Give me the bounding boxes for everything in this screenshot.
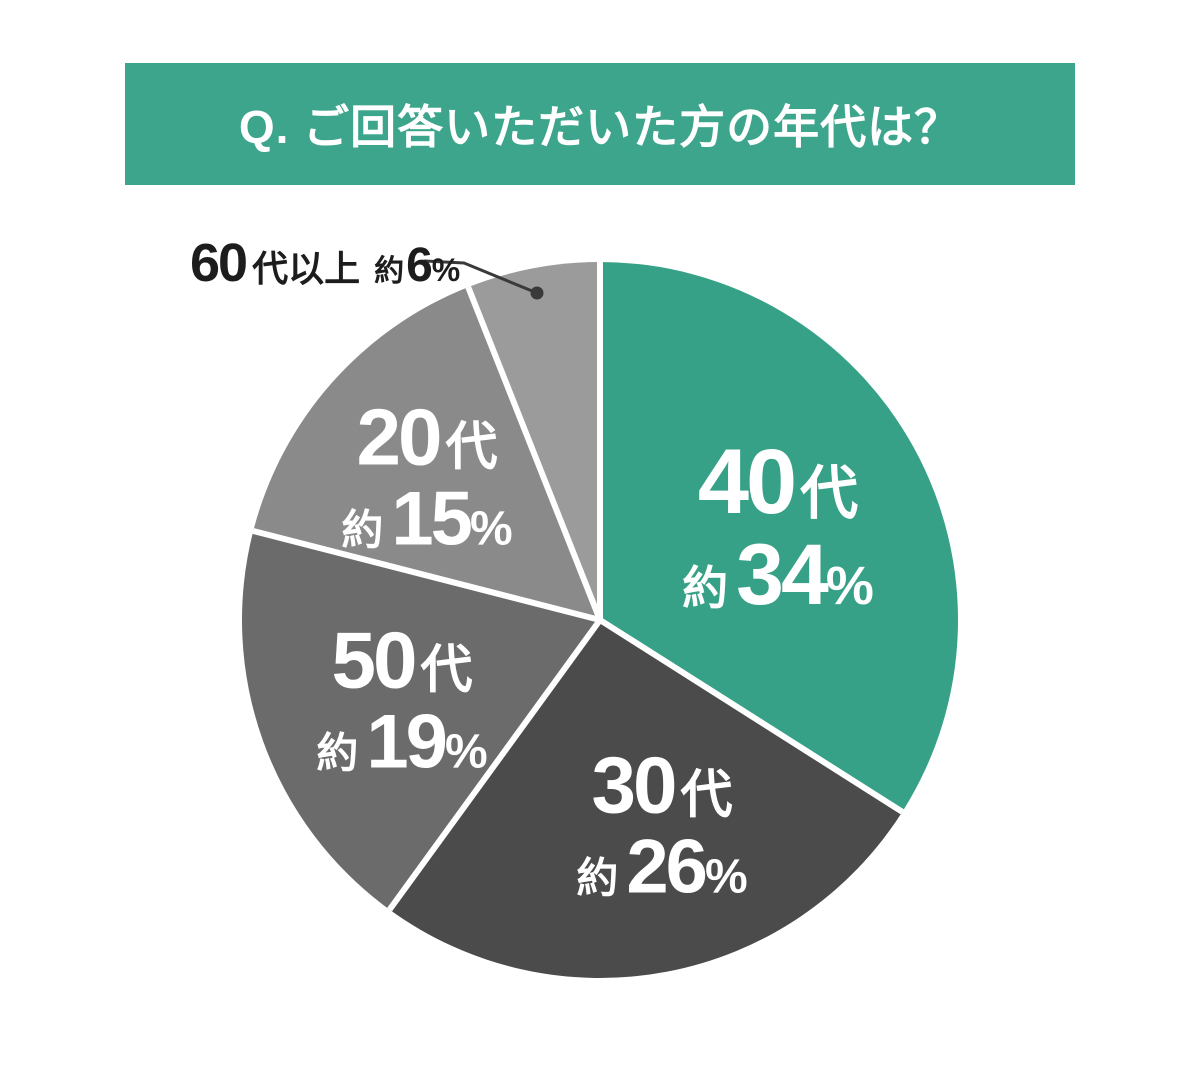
slice-label-30s-value: 約 26%	[576, 824, 748, 910]
slice-label-20s-name: 20 代	[356, 392, 498, 482]
slice-label-30s-name: 30 代	[591, 740, 733, 830]
slice-label-30s: 30 代 約 26%	[576, 740, 748, 910]
slice-divider	[465, 286, 603, 622]
pie-slice-50s	[241, 530, 601, 910]
pie-slice-dividers	[252, 262, 904, 912]
question-title: Q. ご回答いただいた方の年代は？	[238, 101, 962, 153]
question-banner: Q. ご回答いただいた方の年代は？	[125, 63, 1075, 185]
slice-label-60s-plus: 60 代以上 約6%	[190, 233, 461, 293]
slice-label-50s: 50 代 約 19%	[316, 615, 488, 785]
pie-slice-20s	[253, 287, 600, 620]
slice-label-40s-value: 約34%	[682, 526, 874, 623]
slice-divider	[387, 618, 603, 912]
slice-divider	[252, 528, 601, 623]
slice-label-20s: 20 代 約 15%	[341, 392, 513, 562]
pie-slices	[241, 262, 959, 978]
slice-label-50s-name: 50 代	[331, 615, 473, 705]
slice-label-50s-value: 約 19%	[316, 699, 488, 785]
slice-label-20s-value: 約 15%	[341, 476, 513, 562]
callout-leader-line	[423, 259, 544, 300]
slice-label-40s: 40 代 約34%	[682, 430, 874, 623]
callout-dot	[530, 286, 544, 300]
slice-label-40s-name: 40 代	[697, 430, 859, 533]
pie-slice-30s	[389, 620, 903, 978]
slice-divider	[598, 617, 904, 815]
